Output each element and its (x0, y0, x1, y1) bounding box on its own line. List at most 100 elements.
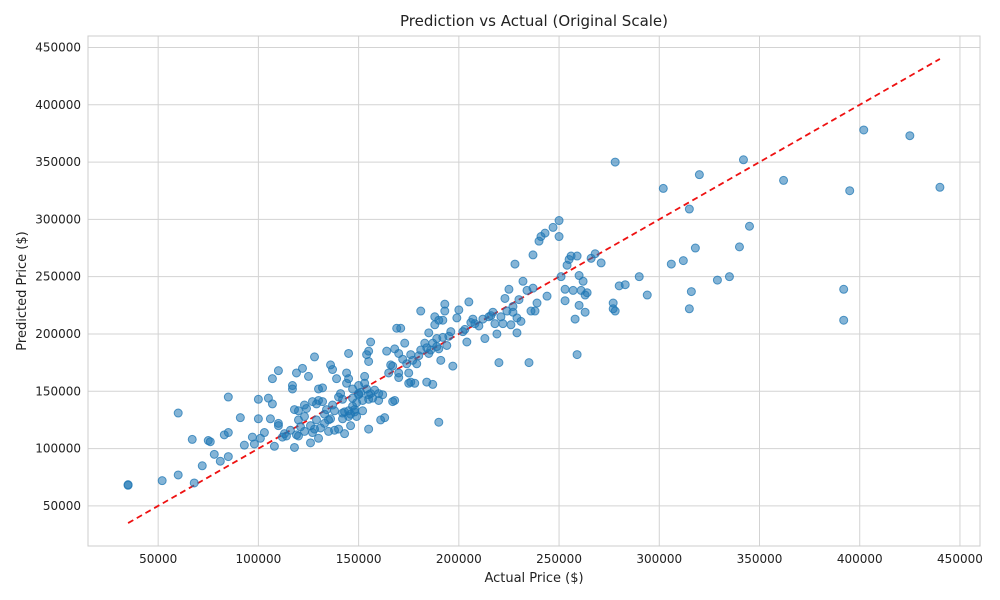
data-point (524, 358, 534, 368)
data-point (510, 259, 520, 269)
data-point (568, 285, 578, 295)
data-point (859, 125, 869, 135)
data-point (528, 250, 538, 260)
data-point (528, 283, 538, 293)
data-point (744, 221, 754, 231)
data-point (123, 480, 133, 490)
x-tick-label: 300000 (636, 552, 682, 566)
data-point (318, 397, 328, 407)
data-point (694, 170, 704, 180)
data-point (554, 232, 564, 242)
data-point (516, 316, 526, 326)
x-tick-label: 100000 (235, 552, 281, 566)
data-point (542, 291, 552, 301)
data-point (540, 228, 550, 238)
data-point (582, 288, 592, 298)
data-point (610, 306, 620, 316)
y-tick-label: 250000 (35, 270, 81, 284)
data-point (358, 406, 368, 416)
data-point (209, 449, 219, 459)
data-point (462, 337, 472, 347)
data-point (388, 361, 398, 371)
data-point (684, 304, 694, 314)
grid-layer (88, 36, 980, 546)
data-point (259, 428, 269, 438)
data-point (346, 421, 356, 431)
y-tick-label: 200000 (35, 327, 81, 341)
data-point (197, 461, 207, 471)
data-point (366, 337, 376, 347)
y-tick-label: 150000 (35, 384, 81, 398)
x-tick-label: 150000 (336, 552, 382, 566)
data-point (492, 329, 502, 339)
data-point (454, 305, 464, 315)
data-point (285, 425, 295, 435)
data-point (560, 284, 570, 294)
data-point (382, 346, 392, 356)
data-point (273, 366, 283, 376)
y-tick-label: 350000 (35, 155, 81, 169)
chart-title: Prediction vs Actual (Original Scale) (400, 12, 668, 30)
data-point (480, 334, 490, 344)
data-point (364, 346, 374, 356)
data-point (289, 442, 299, 452)
data-point (400, 338, 410, 348)
data-point (253, 394, 263, 404)
x-tick-label: 400000 (837, 552, 883, 566)
y-tick-labels: 50000 100000 150000 200000 250000 300000 35000… (35, 40, 81, 512)
data-point (839, 284, 849, 294)
data-point (424, 328, 434, 338)
perfect-prediction-line (127, 58, 941, 524)
data-point (452, 313, 462, 323)
data-point (530, 306, 540, 316)
data-point (312, 415, 322, 425)
data-point (512, 328, 522, 338)
y-axis-label: Predicted Price ($) (15, 231, 30, 350)
y-tick-label: 50000 (43, 499, 81, 513)
plot-frame (87, 35, 981, 547)
data-point (205, 437, 215, 447)
data-point (590, 249, 600, 259)
data-point (297, 363, 307, 373)
data-point (578, 276, 588, 286)
data-point (267, 399, 277, 409)
data-point (223, 452, 233, 462)
data-point (428, 379, 438, 389)
x-tick-label: 450000 (937, 552, 983, 566)
data-point (460, 324, 470, 334)
data-point (446, 327, 456, 337)
data-point (518, 276, 528, 286)
data-point (642, 290, 652, 300)
data-point (344, 374, 354, 384)
data-point (299, 411, 309, 421)
data-point (620, 280, 630, 290)
x-tick-label: 50000 (139, 552, 177, 566)
data-point (293, 406, 303, 416)
data-point (404, 368, 414, 378)
data-point (293, 431, 303, 441)
data-point (572, 350, 582, 360)
data-point (935, 182, 945, 192)
data-point (442, 340, 452, 350)
data-point (249, 439, 259, 449)
data-point (658, 183, 668, 193)
data-point (678, 256, 688, 266)
data-point (157, 476, 167, 486)
data-point (269, 441, 279, 451)
x-tick-label: 350000 (737, 552, 783, 566)
data-point (364, 424, 374, 434)
data-point (438, 315, 448, 325)
data-point (434, 344, 444, 354)
data-point (610, 157, 620, 167)
data-point (548, 222, 558, 232)
points-layer (123, 125, 945, 490)
data-point (187, 434, 197, 444)
x-tick-label: 200000 (436, 552, 482, 566)
data-point (686, 287, 696, 297)
data-point (310, 352, 320, 362)
y-tick-label: 300000 (35, 212, 81, 226)
data-point (239, 440, 249, 450)
y-tick-label: 450000 (35, 40, 81, 54)
data-point (273, 418, 283, 428)
